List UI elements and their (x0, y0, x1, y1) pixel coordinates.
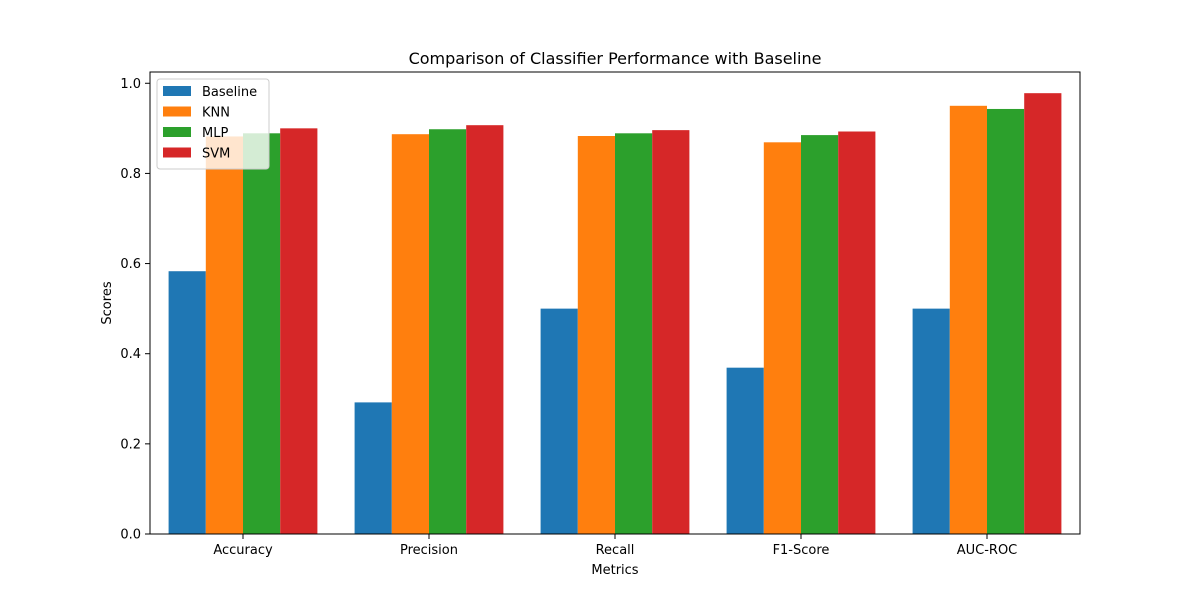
x-tick-label: AUC-ROC (957, 543, 1018, 558)
y-tick-label: 0.4 (120, 347, 141, 362)
x-tick-label: Precision (400, 543, 458, 558)
y-axis-label: Scores (100, 281, 115, 324)
bar-mlp-auc-roc (987, 108, 1025, 535)
legend-label-baseline: Baseline (202, 85, 257, 100)
bar-baseline-f1-score (726, 367, 764, 534)
x-tick-label: Accuracy (213, 543, 273, 558)
x-tick-label: F1-Score (773, 543, 830, 558)
legend-swatch-mlp (163, 127, 191, 137)
legend-label-mlp: MLP (202, 126, 228, 141)
bar-knn-precision (391, 134, 429, 534)
bar-svm-precision (466, 125, 504, 534)
bar-baseline-accuracy (168, 271, 206, 534)
axes-layer: 0.0 0.2 0.4 0.6 0.8 1.0 Accuracy Precision Recal… (120, 71, 1081, 558)
legend: Baseline KNN MLP SVM (156, 78, 270, 170)
x-axis-label: Metrics (591, 563, 638, 578)
y-tick-label: 1.0 (120, 77, 141, 92)
bar-knn-auc-roc (949, 105, 987, 535)
y-tick-label: 0.2 (120, 437, 141, 452)
y-tick-label: 0.8 (120, 167, 141, 182)
legend-swatch-knn (163, 106, 191, 117)
bar-knn-accuracy (205, 136, 243, 534)
bar-baseline-precision (354, 402, 392, 534)
bars-layer (168, 93, 1062, 535)
x-tick-label: Recall (596, 543, 635, 558)
bar-baseline-recall (540, 308, 578, 534)
bar-svm-auc-roc (1024, 93, 1062, 535)
bar-knn-recall (577, 136, 615, 534)
bar-knn-f1-score (763, 142, 801, 534)
bar-svm-f1-score (838, 131, 876, 534)
legend-box (156, 78, 270, 170)
chart-title: Comparison of Classifier Performance wit… (409, 49, 822, 68)
bar-mlp-accuracy (243, 133, 281, 535)
bar-svm-accuracy (280, 128, 318, 534)
legend-swatch-svm (163, 147, 191, 158)
bar-mlp-f1-score (801, 135, 839, 534)
bar-mlp-recall (615, 133, 653, 535)
legend-label-knn: KNN (202, 106, 230, 121)
legend-label-svm: SVM (202, 147, 230, 162)
bar-svm-recall (652, 130, 690, 534)
legend-swatch-baseline (163, 86, 191, 96)
y-tick-label: 0.0 (120, 528, 141, 543)
y-tick-label: 0.6 (120, 257, 141, 272)
bar-baseline-auc-roc (912, 308, 950, 534)
bar-mlp-precision (429, 129, 467, 535)
